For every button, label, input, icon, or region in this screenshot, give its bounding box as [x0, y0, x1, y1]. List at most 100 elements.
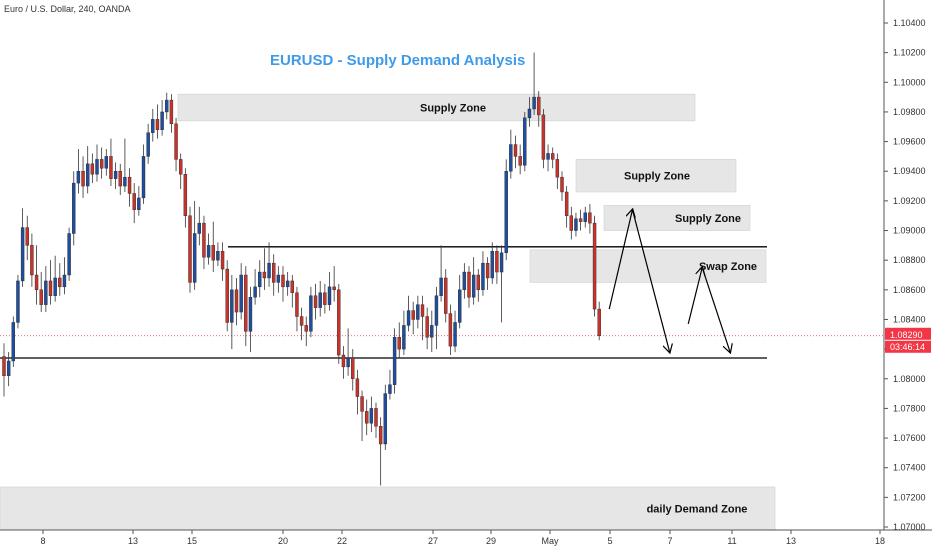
candle-body	[523, 117, 527, 166]
candle	[141, 144, 146, 204]
candle-body	[48, 280, 53, 296]
candle	[155, 104, 160, 139]
candle-body	[592, 222, 597, 310]
time-tick-label: 13	[786, 536, 796, 546]
candle-body	[299, 316, 304, 326]
candle-body	[104, 156, 109, 169]
candle-body	[509, 144, 513, 172]
candle-body	[318, 292, 322, 308]
time-tick-label: 20	[278, 536, 288, 546]
candle	[499, 245, 504, 323]
candle-body	[211, 245, 215, 261]
candle-body	[20, 227, 25, 282]
candle-body	[123, 176, 127, 187]
candle	[402, 310, 406, 356]
candle-body	[141, 156, 146, 199]
candle-body	[327, 286, 332, 305]
zone-rect	[177, 93, 696, 122]
candle-body	[304, 325, 308, 332]
candle	[169, 94, 174, 133]
candle	[62, 257, 67, 295]
candle-body	[490, 251, 494, 279]
candle-body	[481, 262, 485, 291]
candle	[323, 283, 327, 314]
countdown-badge	[885, 340, 931, 353]
candle	[295, 286, 299, 332]
candle	[281, 266, 285, 302]
candle	[253, 269, 257, 305]
candle	[574, 212, 578, 237]
candle	[225, 260, 229, 332]
candle-body	[323, 292, 327, 305]
candle-body	[95, 159, 99, 175]
candle-body	[225, 268, 229, 323]
candle-body	[281, 274, 285, 288]
candle	[430, 310, 434, 353]
candle	[123, 138, 127, 192]
candle-body	[560, 176, 564, 193]
candle	[365, 399, 369, 436]
candle-body	[402, 325, 406, 350]
price-tick-label: 1.09200	[893, 196, 926, 206]
candle	[360, 390, 364, 442]
candle-body	[369, 408, 374, 424]
candle-body	[239, 274, 243, 313]
candle	[309, 286, 313, 338]
time-tick-label: 5	[607, 536, 612, 546]
candle-body	[44, 280, 48, 305]
candle-body	[11, 322, 16, 362]
price-tick-label: 1.08000	[893, 374, 926, 384]
candle-body	[34, 274, 39, 291]
candle-body	[2, 356, 6, 377]
candle-body	[113, 171, 118, 179]
candle	[327, 272, 332, 311]
price-tick-label: 1.08600	[893, 285, 926, 295]
candle-body	[551, 153, 555, 160]
candle-body	[392, 337, 397, 385]
candle	[81, 156, 85, 198]
candle	[197, 206, 202, 246]
candle	[192, 200, 197, 290]
candle	[58, 263, 62, 296]
candle-body	[132, 193, 136, 210]
candle-body	[62, 274, 67, 288]
candle-body	[169, 99, 174, 124]
time-tick-label: 22	[337, 536, 347, 546]
candle	[206, 233, 211, 265]
candle	[337, 283, 341, 364]
candle-body	[234, 289, 239, 313]
candle	[458, 275, 462, 329]
candle-body	[244, 274, 248, 332]
candle-body	[262, 271, 267, 279]
candle	[527, 97, 532, 127]
candle	[202, 215, 206, 270]
candle	[267, 242, 271, 287]
candle	[551, 147, 555, 169]
candle-body	[295, 292, 299, 317]
candle	[495, 245, 499, 284]
candle-body	[39, 289, 43, 305]
candle	[313, 283, 318, 320]
candle-body	[462, 271, 467, 291]
projection-arrow	[701, 267, 730, 352]
candle-body	[383, 393, 387, 445]
candle-body	[53, 277, 57, 296]
candle-body	[351, 357, 355, 379]
price-tick-label: 1.07600	[893, 433, 926, 443]
time-tick-label: 18	[875, 536, 885, 546]
candle-body	[85, 163, 90, 187]
candle-body	[183, 173, 188, 216]
candle	[53, 255, 57, 302]
countdown-value: 03:46:14	[890, 342, 925, 352]
candle-body	[597, 308, 601, 336]
price-tick-label: 1.10200	[893, 48, 926, 58]
time-tick-label: 7	[667, 536, 672, 546]
candle-body	[420, 304, 425, 317]
candle-body	[583, 212, 587, 222]
time-tick-label: 11	[727, 536, 736, 546]
candle-body	[137, 197, 141, 210]
candle	[48, 260, 53, 305]
price-tick-label: 1.09600	[893, 137, 926, 147]
price-tick-label: 1.07400	[893, 463, 926, 473]
